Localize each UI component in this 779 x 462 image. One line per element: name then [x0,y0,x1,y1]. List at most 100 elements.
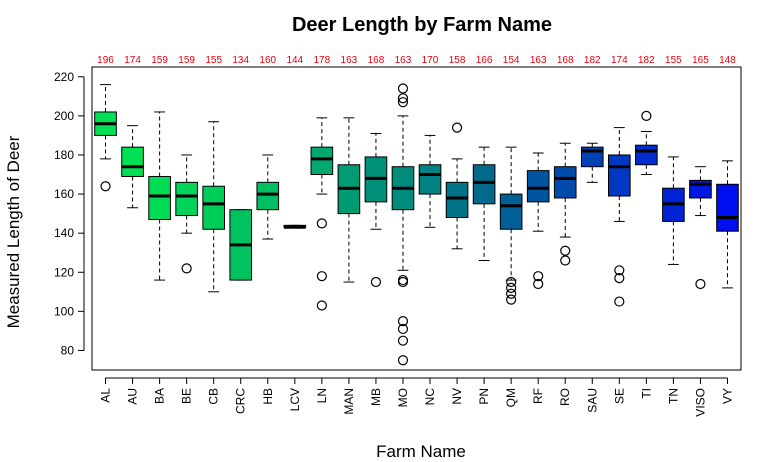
x-tick-label: QM [504,388,518,407]
box-body [418,164,442,195]
box-CRC [229,209,253,281]
x-tick-label: RO [558,388,572,406]
box-RF [526,152,550,290]
box-LN [310,117,334,311]
x-tick-label: BE [180,388,194,404]
y-axis: 80 100 120 140 160 180 200 220 [54,70,85,357]
x-tick-label: NC [423,388,437,406]
x-tick-label: HB [261,388,275,405]
outlier-point [316,218,327,229]
x-tick-label: VISO [693,388,707,417]
box-body [472,164,496,205]
box-HB [256,154,280,240]
box-body [202,185,226,230]
outlier-point [641,110,652,121]
count-label: 182 [584,55,601,66]
outlier-point [397,316,409,327]
box-SAU [580,142,604,183]
box-body [499,193,523,230]
outlier-point [506,276,517,288]
count-label: 155 [665,55,682,66]
y-tick-label: 160 [54,187,74,201]
box-body [526,170,550,203]
outlier-point [316,271,327,282]
outlier-point [397,274,409,286]
outlier-point [614,273,625,284]
box-BA [148,111,171,281]
count-label: 163 [341,55,358,66]
box-body [553,166,577,199]
x-tick-label: MB [369,388,383,406]
box-body [607,154,631,197]
x-axis: AL AU BA BE CB CRC HB LCV LN MAN MB MO NC NV PN QM RF RO S… [99,377,734,417]
box-body [445,181,469,219]
count-label: 154 [503,55,520,66]
box-BE [175,154,198,274]
outlier-point [506,294,517,305]
x-tick-label: BA [153,388,167,404]
y-axis-title: Measured Length of Deer [4,135,23,328]
count-label: 163 [395,55,412,66]
outlier-point [397,97,409,108]
box-QM [499,146,523,305]
x-tick-label: LCV [288,388,302,411]
box-AU [121,125,144,209]
box-NC [418,134,442,228]
x-tick-label: NV [450,388,464,405]
outlier-point [614,265,625,276]
count-label: 160 [259,55,276,66]
y-tick-label: 120 [54,265,74,279]
count-label: 178 [314,55,331,66]
boxes-layer [94,83,739,366]
outlier-point [397,335,409,346]
box-body [310,146,334,176]
outlier-point [560,255,571,266]
box-AL [94,84,117,192]
count-label: 155 [205,55,222,66]
count-label: 159 [151,55,168,66]
box-NV [445,122,469,250]
y-tick-label: 180 [54,148,74,162]
outlier-point [695,278,706,290]
box-body [256,181,280,211]
count-label: 196 [97,55,114,66]
box-body [148,175,171,220]
outlier-point [397,323,409,335]
box-PN [472,146,496,262]
plot-frame [91,66,742,371]
box-MAN [337,117,361,283]
count-label: 174 [124,55,141,66]
y-tick-label: 80 [61,343,75,357]
count-label: 174 [611,55,628,66]
count-label: 165 [692,55,709,66]
x-tick-label: AU [126,388,140,405]
box-CB [202,121,226,293]
count-label: 144 [286,55,303,66]
outlier-point [533,278,544,290]
box-VISO [689,166,712,290]
outlier-point [397,355,409,366]
y-tick-label: 100 [54,304,74,318]
outlier-point [451,122,463,133]
outlier-point [397,93,409,104]
box-body [175,181,198,217]
box-SE [607,127,631,307]
x-tick-label: CB [207,388,221,405]
x-tick-label: SAU [585,388,599,413]
box-body [716,183,739,232]
outlier-point [397,276,409,288]
x-axis-title: Farm Name [376,442,466,461]
count-label: 170 [422,55,439,66]
count-label: 166 [476,55,493,66]
x-tick-label: TI [639,388,653,399]
x-tick-label: AL [99,388,113,403]
x-tick-label: VY [720,388,734,404]
count-labels: 196 174 159 159 155 134 160 144 178 163 168 163 170 1… [97,55,736,66]
count-label: 163 [530,55,547,66]
box-TI [635,110,658,176]
y-tick-label: 140 [54,226,74,240]
x-tick-label: SE [612,388,626,404]
box-TN [662,156,685,265]
count-label: 168 [368,55,385,66]
